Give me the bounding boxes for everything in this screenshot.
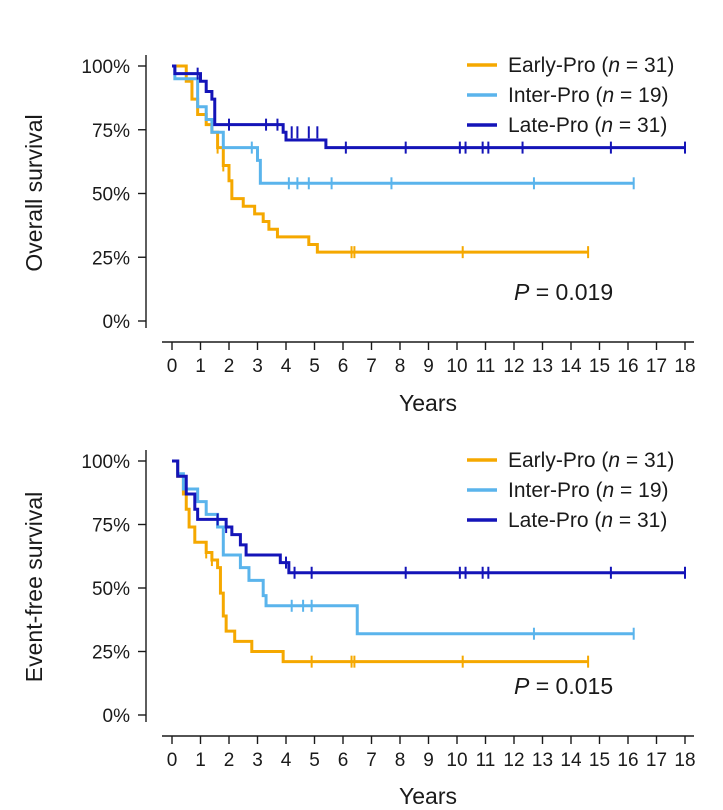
late-pro-legend-label: Late-Pro (n = 31) bbox=[508, 509, 667, 532]
x-tick-label: 6 bbox=[338, 750, 349, 771]
x-tick-label: 14 bbox=[560, 356, 582, 377]
inter-pro-legend-label: Inter-Pro (n = 19) bbox=[508, 479, 669, 502]
inter-pro-curve bbox=[172, 459, 634, 636]
late-pro-curve bbox=[172, 64, 685, 150]
x-tick-label: 7 bbox=[366, 356, 377, 377]
legend: Early-Pro (n = 31) Inter-Pro (n = 19) Late… bbox=[467, 449, 674, 532]
y-tick-label: 100% bbox=[81, 57, 130, 78]
x-tick-label: 13 bbox=[532, 750, 553, 771]
y-axis-title: Overall survival bbox=[21, 114, 47, 271]
y-tick-label: 0% bbox=[103, 706, 131, 727]
y-ticks: 0% 25% 50% 75% 100% bbox=[81, 57, 146, 333]
x-tick-label: 11 bbox=[476, 356, 496, 377]
x-tick-label: 1 bbox=[195, 750, 206, 771]
x-tick-label: 1 bbox=[195, 356, 206, 377]
x-tick-label: 4 bbox=[281, 356, 292, 377]
overall-survival-panel: Overall survival Years 0% 25% 50% 75% 100% 0… bbox=[21, 54, 696, 416]
x-axis-title: Years bbox=[399, 390, 457, 416]
y-axis-title: Event-free survival bbox=[21, 492, 47, 682]
x-tick-label: 18 bbox=[674, 356, 695, 377]
x-tick-label: 16 bbox=[617, 356, 638, 377]
y-tick-label: 75% bbox=[92, 516, 130, 537]
late-pro-curve bbox=[172, 459, 685, 575]
legend: Early-Pro (n = 31) Inter-Pro (n = 19) Late… bbox=[467, 54, 674, 137]
event-free-survival-panel: Event-free survival Years 0%25%50%75%100… bbox=[21, 449, 696, 809]
x-tick-label: 2 bbox=[224, 750, 235, 771]
x-axis-title: Years bbox=[399, 783, 457, 809]
x-tick-label: 13 bbox=[532, 356, 553, 377]
y-tick-label: 50% bbox=[92, 579, 130, 600]
x-tick-label: 3 bbox=[252, 750, 263, 771]
y-tick-label: 25% bbox=[92, 643, 130, 664]
x-tick-label: 12 bbox=[503, 750, 524, 771]
p-value: P = 0.015 bbox=[514, 673, 613, 699]
x-tick-label: 16 bbox=[617, 750, 638, 771]
x-tick-label: 8 bbox=[395, 750, 406, 771]
y-ticks: 0% 25% 50% 75% 100% bbox=[81, 452, 146, 727]
x-tick-label: 9 bbox=[423, 750, 434, 771]
x-tick-label: 0 bbox=[167, 356, 178, 377]
x-tick-label: 10 bbox=[446, 750, 467, 771]
x-tick-label: 3 bbox=[252, 356, 263, 377]
y-tick-label: 0% bbox=[103, 312, 131, 333]
late-pro-legend-label: Late-Pro (n = 31) bbox=[508, 114, 667, 137]
x-tick-label: 5 bbox=[309, 750, 320, 771]
x-tick-label: 4 bbox=[281, 750, 292, 771]
survival-curves bbox=[172, 64, 686, 259]
x-tick-label: 11 bbox=[476, 750, 496, 771]
y-tick-label: 25% bbox=[92, 248, 130, 269]
x-tick-label: 14 bbox=[560, 750, 582, 771]
x-tick-label: 5 bbox=[309, 356, 320, 377]
x-tick-label: 18 bbox=[674, 750, 695, 771]
x-tick-label: 7 bbox=[366, 750, 377, 771]
y-tick-label: 75% bbox=[92, 121, 130, 142]
x-tick-label: 8 bbox=[395, 356, 406, 377]
x-tick-label: 9 bbox=[423, 356, 434, 377]
y-tick-label: 100% bbox=[81, 452, 130, 473]
x-tick-label: 17 bbox=[646, 356, 667, 377]
x-tick-label: 2 bbox=[224, 356, 235, 377]
x-tick-label: 10 bbox=[446, 356, 467, 377]
x-ticks: 0 1 2 3 4 5 6 7 8 9 10 11 12 13 14 15 16 17 18 bbox=[167, 342, 696, 377]
x-tick-label: 15 bbox=[589, 750, 610, 771]
survival-curves bbox=[172, 459, 686, 668]
p-value: P = 0.019 bbox=[514, 279, 613, 305]
inter-pro-legend-label: Inter-Pro (n = 19) bbox=[508, 84, 669, 107]
early-pro-legend-label: Early-Pro (n = 31) bbox=[508, 54, 674, 77]
x-tick-label: 12 bbox=[503, 356, 524, 377]
x-tick-label: 15 bbox=[589, 356, 610, 377]
inter-pro-curve bbox=[172, 64, 634, 185]
early-pro-legend-label: Early-Pro (n = 31) bbox=[508, 449, 674, 472]
x-ticks: 0 1 2 3 4 5 6 7 8 9 10 11 12 13 14 15 16 17 18 bbox=[167, 736, 696, 771]
x-tick-label: 0 bbox=[167, 750, 178, 771]
x-tick-label: 17 bbox=[646, 750, 667, 771]
x-tick-label: 6 bbox=[338, 356, 349, 377]
y-tick-label: 50% bbox=[92, 185, 130, 206]
